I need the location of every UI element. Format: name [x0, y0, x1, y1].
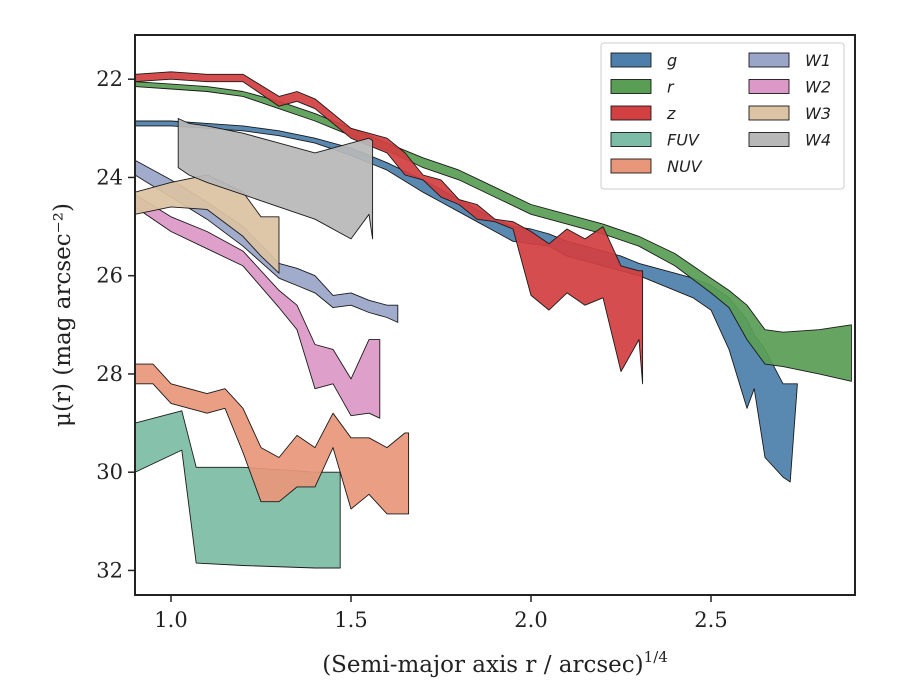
legend-label-w2: W2 — [805, 78, 831, 97]
band-nuv — [135, 363, 410, 515]
y-tick-label: 28 — [96, 362, 123, 386]
legend-swatch-w1 — [748, 52, 790, 68]
legend-label-g: g — [667, 51, 677, 70]
legend-swatch-fuv — [610, 132, 652, 147]
y-tick-label: 22 — [96, 67, 123, 91]
legend-label-w1: W1 — [805, 51, 831, 70]
legend-label-z: z — [666, 104, 676, 123]
legend-label-r: r — [667, 78, 675, 97]
x-axis: 1.0 1.5 2.0 2.5 — [154, 595, 728, 632]
y-axis: 22 24 26 28 30 32 — [96, 67, 135, 582]
legend: grz FUV NUV W1 W2 W3 W4 — [600, 42, 845, 190]
band-w2 — [135, 194, 381, 419]
y-tick-label: 26 — [96, 264, 123, 288]
legend-label-nuv: NUV — [667, 157, 703, 176]
band-fuv — [135, 410, 341, 569]
legend-swatch-r — [610, 79, 652, 94]
legend-swatch-w2 — [748, 79, 790, 94]
y-tick-label: 24 — [96, 165, 123, 189]
x-tick-label: 2.0 — [514, 608, 547, 632]
x-axis-label: (Semi-major axis r / arcsec)1/4 — [322, 648, 668, 678]
legend-swatch-w3 — [748, 105, 790, 121]
plot-area — [135, 71, 852, 569]
x-tick-label: 2.5 — [694, 608, 727, 632]
legend-label-fuv: FUV — [667, 131, 700, 150]
band-w4 — [177, 118, 374, 240]
legend-swatch-w4 — [748, 132, 790, 147]
legend-label-w4: W4 — [805, 131, 831, 150]
y-axis-label: μ(r) (mag arcsec⁻²) — [50, 203, 76, 427]
y-tick-label: 32 — [96, 558, 123, 582]
legend-label-w3: W3 — [805, 104, 831, 123]
legend-swatch-g — [610, 52, 652, 68]
band-z — [135, 71, 644, 385]
legend-swatch-nuv — [610, 158, 652, 174]
legend-swatch-z — [610, 105, 652, 121]
x-tick-label: 1.0 — [154, 608, 187, 632]
y-tick-label: 30 — [96, 460, 123, 484]
plot-frame — [134, 34, 856, 596]
x-tick-label: 1.5 — [334, 608, 367, 632]
